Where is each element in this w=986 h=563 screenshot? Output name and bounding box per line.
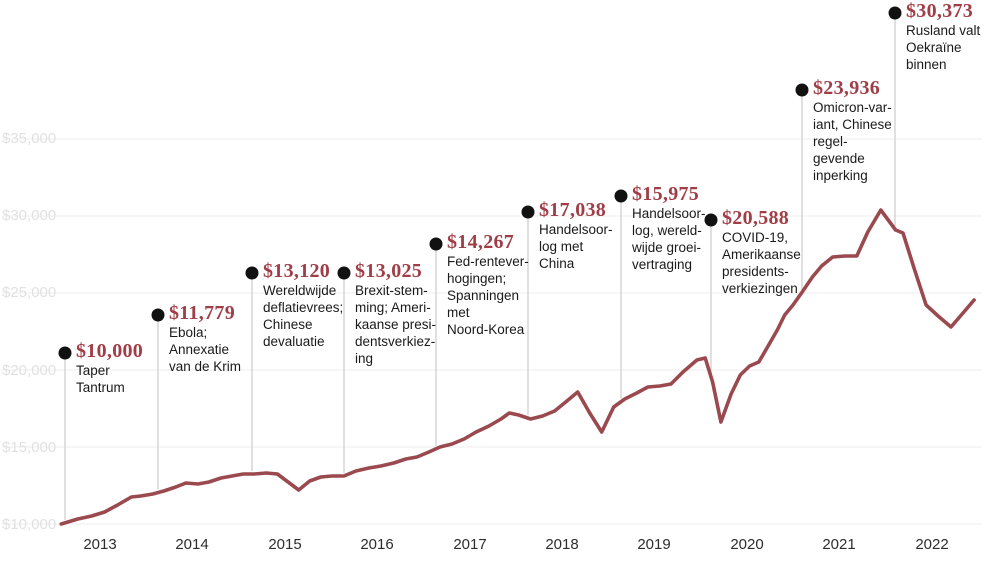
annotation-value: $13,025 xyxy=(355,260,423,282)
annotation-value: $17,038 xyxy=(539,199,607,221)
annotation-text: inperking xyxy=(813,168,868,183)
annotation-text: gevende xyxy=(813,151,865,166)
annotation-text: log, wereld- xyxy=(632,223,702,238)
annotation-text: Brexit-stem- xyxy=(355,283,428,298)
annotation-text: Ebola; xyxy=(169,325,208,340)
y-axis-label: $35,000 xyxy=(2,130,57,147)
annotation-text: kaanse presi- xyxy=(355,317,437,332)
annotation-text: Amerikaanse xyxy=(722,247,801,262)
annotation-covid19: $20,588 COVID-19, Amerikaanse presidents… xyxy=(722,207,828,297)
annotation-text: verkiezingen xyxy=(722,281,798,296)
x-axis-label: 2014 xyxy=(175,536,209,553)
annotation-text: regel- xyxy=(813,134,848,149)
y-axis-label: $25,000 xyxy=(2,284,57,301)
annotation-text: Taper xyxy=(76,363,110,378)
annotation-text: met xyxy=(447,305,470,320)
annotation-text: van de Krim xyxy=(169,359,242,374)
x-axis-label: 2018 xyxy=(545,536,579,553)
y-axis-label: $30,000 xyxy=(2,207,57,224)
x-axis-label: 2016 xyxy=(360,536,394,553)
annotation-text: dentsverkiez- xyxy=(355,334,436,349)
x-axis-label: 2015 xyxy=(268,536,302,553)
annotation-text: Handelsoor- xyxy=(632,206,706,221)
annotation-value: $23,936 xyxy=(813,77,881,99)
annotation-text: Annexatie xyxy=(169,342,230,357)
annotation-value: $15,975 xyxy=(632,183,700,205)
annotation-value: $10,000 xyxy=(76,340,144,362)
annotation-groeivertraging: $15,975 Handelsoor- log, wereld- wijde g… xyxy=(632,183,738,273)
annotation-text: ing xyxy=(355,351,374,366)
annotation-text: Rusland valt xyxy=(906,23,981,38)
annotation-text: hogingen; xyxy=(447,271,507,286)
annotation-brexit: $13,025 Brexit-stem- ming; Ameri- kaanse… xyxy=(355,260,461,367)
annotation-text: Omicron-var- xyxy=(813,100,892,115)
annotation-text: binnen xyxy=(906,57,947,72)
annotation-taper-tantrum: $10,000 Taper Tantrum xyxy=(76,340,182,396)
x-axis-label: 2022 xyxy=(915,536,949,553)
annotation-text: Spanningen xyxy=(447,288,520,303)
annotation-text: Fed-rentever- xyxy=(447,254,529,269)
x-axis-label: 2021 xyxy=(822,536,856,553)
annotation-text: log met xyxy=(539,239,584,254)
annotation-text: Handelsoor- xyxy=(539,222,613,237)
annotation-handelsoorlog-china: $17,038 Handelsoor- log met China xyxy=(539,199,645,272)
annotation-text: iant, Chinese xyxy=(813,117,892,132)
annotation-value: $11,779 xyxy=(169,302,235,324)
annotation-text: wijde groei- xyxy=(632,240,702,255)
x-axis-label: 2019 xyxy=(637,536,671,553)
annotation-text: Chinese xyxy=(263,317,313,332)
annotation-value: $13,120 xyxy=(263,260,331,282)
annotation-text: Noord-Korea xyxy=(447,322,525,337)
annotation-text: Wereldwijde xyxy=(263,283,337,298)
annotation-rusland-oekraine: $30,373 Rusland valt Oekraïne binnen xyxy=(906,0,986,73)
y-axis-label: $10,000 xyxy=(2,516,57,533)
annotation-text: devaluatie xyxy=(263,334,325,349)
annotation-fed-renteverhogingen: $14,267 Fed-rentever- hogingen; Spanning… xyxy=(447,231,553,338)
annotation-value: $14,267 xyxy=(447,231,515,253)
x-axis-label: 2020 xyxy=(730,536,764,553)
annotation-text: China xyxy=(539,256,575,271)
annotation-text: Oekraïne xyxy=(906,40,962,55)
annotation-ebola-krim: $11,779 Ebola; Annexatie van de Krim xyxy=(169,302,275,375)
annotation-text: ming; Ameri- xyxy=(355,300,431,315)
annotation-text: presidents- xyxy=(722,264,789,279)
annotation-omicron: $23,936 Omicron-var- iant, Chinese regel… xyxy=(813,77,919,184)
y-axis-label: $15,000 xyxy=(2,439,57,456)
annotation-text: deflatievrees; xyxy=(263,300,344,315)
annotation-deflatievrees: $13,120 Wereldwijde deflatievrees; Chine… xyxy=(263,260,369,350)
annotation-text: vertraging xyxy=(632,257,693,272)
annotation-value: $30,373 xyxy=(906,0,974,22)
x-axis-label: 2017 xyxy=(453,536,487,553)
x-axis-label: 2013 xyxy=(83,536,117,553)
annotation-text: Tantrum xyxy=(76,380,125,395)
annotation-value: $20,588 xyxy=(722,207,790,229)
y-axis-label: $20,000 xyxy=(2,362,57,379)
annotation-text: COVID-19, xyxy=(722,230,789,245)
